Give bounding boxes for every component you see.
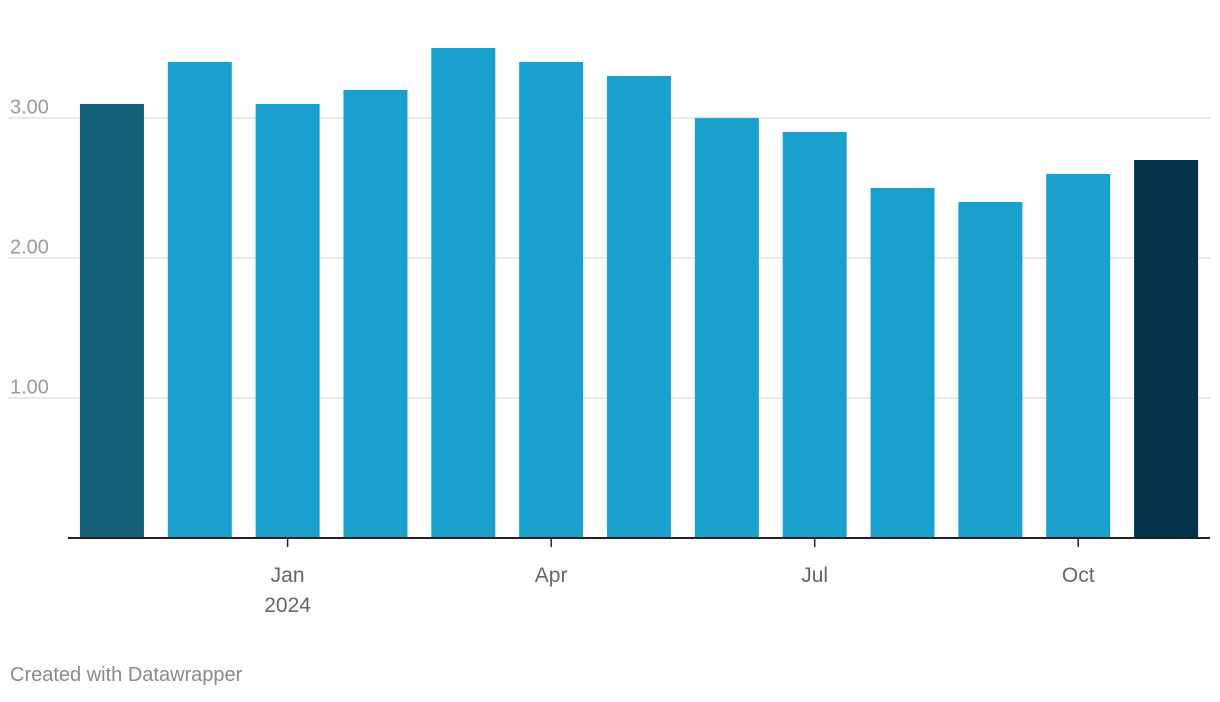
bars xyxy=(79,48,1199,538)
x-axis: Jan 2024 Apr Jul Oct xyxy=(68,537,1210,617)
bar-5 xyxy=(519,62,584,538)
bar-12 xyxy=(1134,160,1199,538)
bar-8 xyxy=(782,132,847,538)
bar-7 xyxy=(694,118,759,538)
y-tick-label: 2.00 xyxy=(10,236,49,258)
bar-9 xyxy=(870,188,935,538)
x-tick-label: Oct xyxy=(1062,564,1095,587)
x-tick-label: Jul xyxy=(801,564,828,587)
footer-credit: Created with Datawrapper xyxy=(10,664,243,686)
y-tick-label: 1.00 xyxy=(10,376,49,398)
y-tick-label: 3.00 xyxy=(10,96,49,118)
bar-11 xyxy=(1046,174,1111,538)
bar-3 xyxy=(343,90,408,538)
x-tick-sublabel: 2024 xyxy=(264,594,311,617)
x-tick-label: Apr xyxy=(535,564,568,587)
x-tick-label: Jan xyxy=(271,564,305,587)
bar-10 xyxy=(958,202,1023,538)
bar-4 xyxy=(431,48,496,538)
bar-6 xyxy=(607,76,671,538)
y-axis-labels: 1.00 2.00 3.00 xyxy=(10,96,49,398)
bar-2 xyxy=(255,104,320,538)
bar-0 xyxy=(79,104,144,538)
bar-1 xyxy=(167,62,232,538)
bar-chart: 1.00 2.00 3.00 Jan 2024 Apr Jul Oct xyxy=(8,48,1210,617)
